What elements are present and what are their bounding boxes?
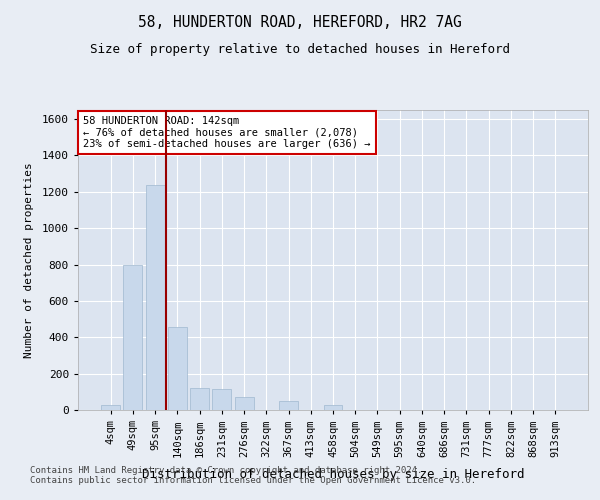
Bar xyxy=(146,184,164,410)
Y-axis label: Number of detached properties: Number of detached properties xyxy=(23,162,34,358)
Bar xyxy=(190,388,209,410)
Bar xyxy=(168,328,187,410)
X-axis label: Distribution of detached houses by size in Hereford: Distribution of detached houses by size … xyxy=(142,468,524,480)
Bar xyxy=(212,389,231,410)
Bar xyxy=(323,404,343,410)
Bar xyxy=(279,402,298,410)
Text: 58, HUNDERTON ROAD, HEREFORD, HR2 7AG: 58, HUNDERTON ROAD, HEREFORD, HR2 7AG xyxy=(138,15,462,30)
Bar xyxy=(101,404,120,410)
Bar xyxy=(235,398,254,410)
Text: Contains HM Land Registry data © Crown copyright and database right 2024.
Contai: Contains HM Land Registry data © Crown c… xyxy=(30,466,476,485)
Bar xyxy=(124,266,142,410)
Text: Size of property relative to detached houses in Hereford: Size of property relative to detached ho… xyxy=(90,42,510,56)
Text: 58 HUNDERTON ROAD: 142sqm
← 76% of detached houses are smaller (2,078)
23% of se: 58 HUNDERTON ROAD: 142sqm ← 76% of detac… xyxy=(83,116,371,149)
